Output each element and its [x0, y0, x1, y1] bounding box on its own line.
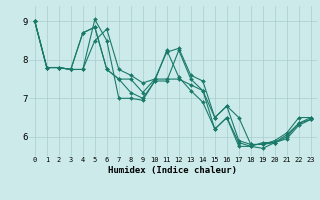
- X-axis label: Humidex (Indice chaleur): Humidex (Indice chaleur): [108, 166, 237, 175]
